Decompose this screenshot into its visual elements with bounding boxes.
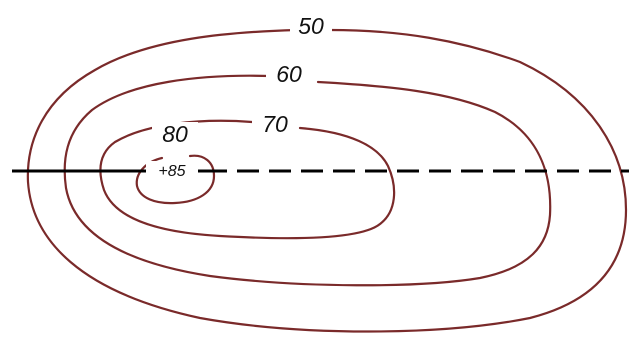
peak-spot-height: +85 — [158, 163, 185, 180]
contour-line-70 — [99, 119, 396, 240]
contour-line-60 — [63, 74, 552, 287]
contour-label-50: 50 — [298, 13, 324, 39]
contour-label-70: 70 — [262, 111, 288, 137]
contour-label-80: 80 — [162, 121, 188, 147]
contour-line-50 — [26, 28, 628, 333]
contour-line-80 — [135, 154, 216, 205]
contour-label-60: 60 — [276, 61, 302, 87]
